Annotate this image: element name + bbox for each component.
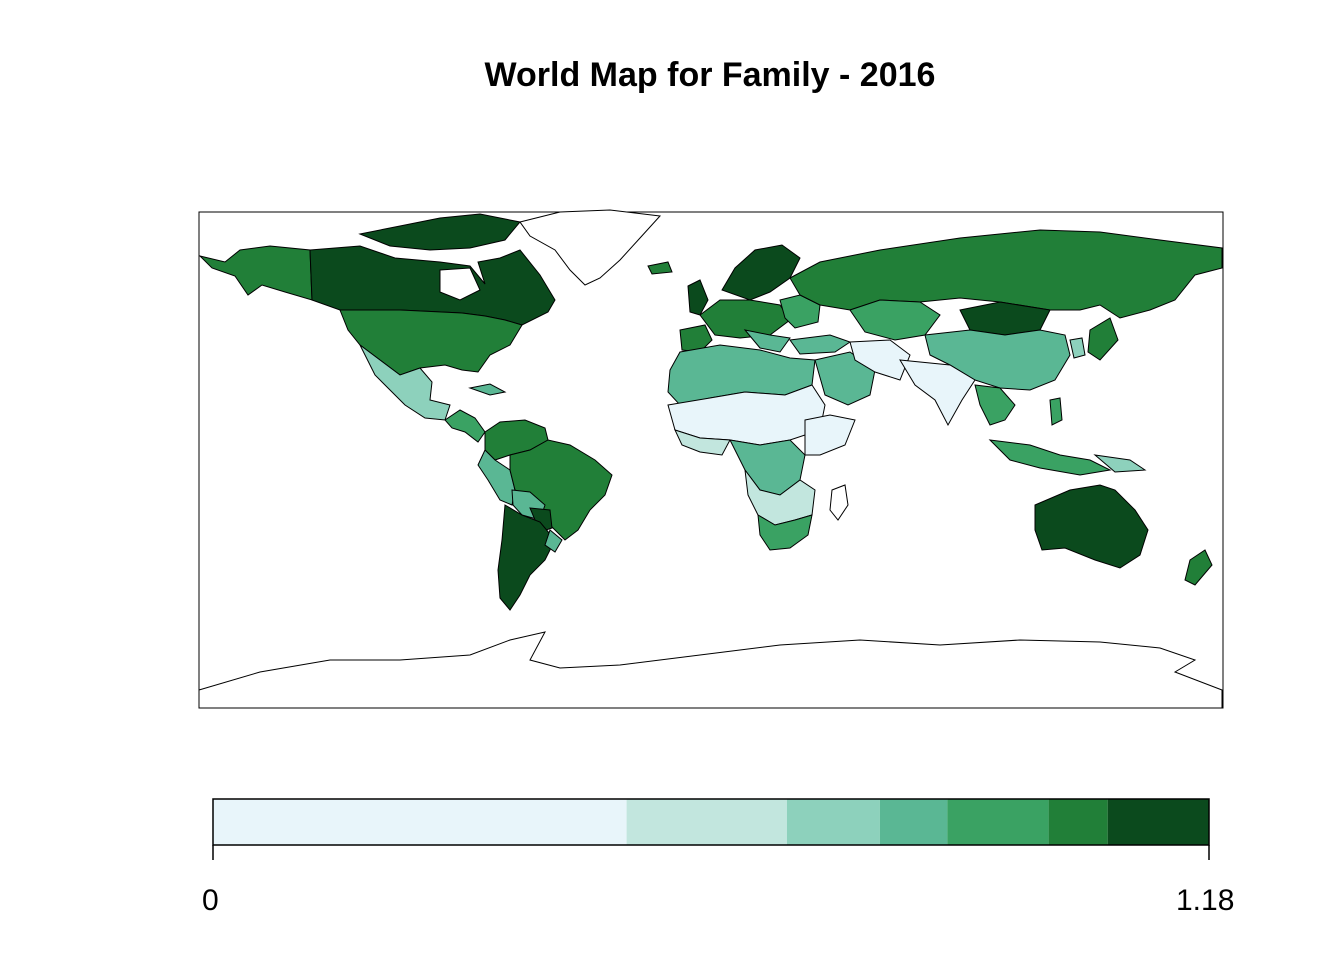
region-asia — [899, 301, 1147, 476]
country-india — [899, 359, 976, 427]
country-philippines — [1049, 397, 1063, 426]
country-hudson-bay — [439, 267, 481, 301]
region-africa-middle-east — [667, 339, 911, 551]
legend-bin-5 — [947, 799, 1049, 845]
legend-bin-6 — [1048, 799, 1108, 845]
country-saudi-arabia — [814, 351, 876, 406]
country-peru-ecuador — [477, 449, 516, 506]
country-chile-argentina — [497, 504, 556, 611]
country-iberia — [679, 324, 713, 353]
country-italy-balkans — [743, 329, 791, 353]
country-cuba — [468, 383, 507, 396]
country-kazakhstan — [849, 299, 941, 341]
country-east-africa — [804, 414, 856, 456]
country-japan — [1087, 317, 1119, 361]
legend-bin-4 — [879, 799, 948, 845]
country-alaska — [198, 245, 313, 301]
country-scandinavia — [721, 244, 801, 301]
country-west-africa — [674, 429, 731, 456]
country-greenland — [519, 209, 662, 286]
country-south-africa — [757, 514, 813, 551]
country-usa — [339, 309, 523, 376]
region-oceania — [1034, 484, 1213, 586]
legend-bin-7 — [1107, 799, 1209, 845]
legend-max-label: 1.18 — [1176, 884, 1235, 917]
legend-min-label: 0 — [202, 884, 219, 917]
country-mexico — [359, 344, 451, 421]
country-new-zealand — [1184, 549, 1213, 586]
country-iran — [849, 339, 911, 381]
legend-bin-1 — [213, 799, 627, 845]
country-western-europe — [699, 299, 791, 339]
country-antarctica — [198, 631, 1223, 709]
map-title: World Map for Family - 2016 — [484, 56, 936, 94]
region-south-america — [477, 419, 613, 611]
country-madagascar — [829, 484, 849, 521]
country-iceland — [647, 261, 673, 275]
country-australia — [1034, 484, 1149, 569]
legend-color-bar — [213, 799, 1209, 845]
country-uruguay — [544, 529, 563, 553]
country-indonesia — [988, 439, 1112, 476]
country-papua — [1093, 454, 1147, 473]
country-central-america — [444, 409, 486, 443]
region-europe-russia — [647, 229, 1223, 355]
legend-bin-2 — [626, 799, 787, 845]
region-north-america — [198, 209, 662, 443]
country-southeast-asia — [974, 384, 1016, 426]
country-korea — [1069, 337, 1086, 359]
country-canada-arctic — [358, 213, 521, 251]
country-uk — [687, 279, 709, 316]
legend-bin-3 — [786, 799, 880, 845]
legend-frame — [212, 798, 1210, 846]
country-turkey — [789, 334, 852, 355]
